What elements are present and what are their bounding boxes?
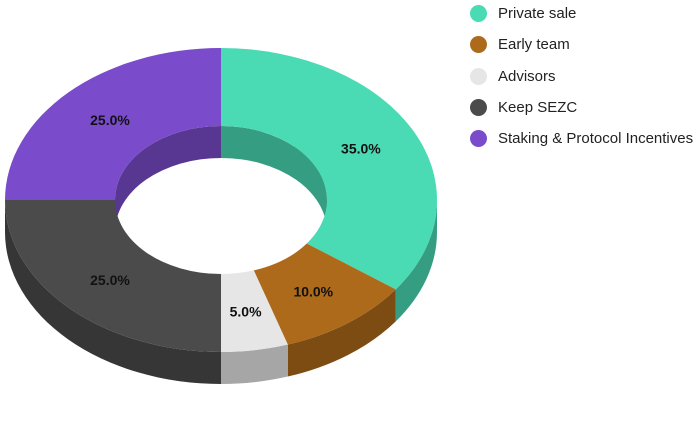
legend-swatch-private-sale	[470, 5, 487, 23]
slice-staking-protocol-incentives[interactable]	[5, 48, 221, 200]
legend-label-advisors: Advisors	[498, 67, 556, 85]
slice-inner-wall-private-sale	[221, 126, 327, 232]
legend-label-staking: Staking & Protocol Incentives	[498, 130, 694, 148]
legend-label-private-sale: Private sale	[498, 5, 577, 23]
data-label-private-sale: 35.0%	[341, 141, 381, 157]
slice-side-keep-sezc	[5, 200, 221, 384]
data-label-staking-protocol-incentives: 25.0%	[90, 112, 130, 128]
slice-inner-wall-staking-protocol-incentives	[115, 126, 221, 232]
slice-early-team[interactable]	[253, 243, 396, 345]
chart-legend: Private sale Early team Advisors Keep SE…	[470, 0, 693, 154]
slice-keep-sezc[interactable]	[5, 200, 221, 352]
data-label-advisors: 5.0%	[230, 304, 262, 320]
slice-side-private-sale	[395, 200, 437, 322]
legend-item-advisors[interactable]: Advisors	[470, 61, 693, 92]
data-label-early-team: 10.0%	[293, 283, 333, 299]
slice-advisors[interactable]	[221, 270, 288, 352]
slice-private-sale[interactable]	[221, 48, 437, 290]
slice-side-advisors	[221, 344, 288, 384]
legend-item-early-team[interactable]: Early team	[470, 29, 693, 60]
data-label-keep-sezc: 25.0%	[90, 272, 130, 288]
legend-swatch-advisors	[470, 67, 487, 85]
legend-swatch-keep-sezc	[470, 99, 487, 117]
legend-item-staking[interactable]: Staking & Protocol Incentives	[470, 123, 693, 154]
legend-item-private-sale[interactable]: Private sale	[470, 0, 693, 29]
legend-swatch-early-team	[470, 36, 487, 54]
slice-side-early-team	[287, 289, 396, 377]
legend-swatch-staking	[470, 130, 487, 148]
legend-item-keep-sezc[interactable]: Keep SEZC	[470, 92, 693, 123]
legend-label-keep-sezc: Keep SEZC	[498, 99, 578, 117]
legend-label-early-team: Early team	[498, 36, 570, 54]
